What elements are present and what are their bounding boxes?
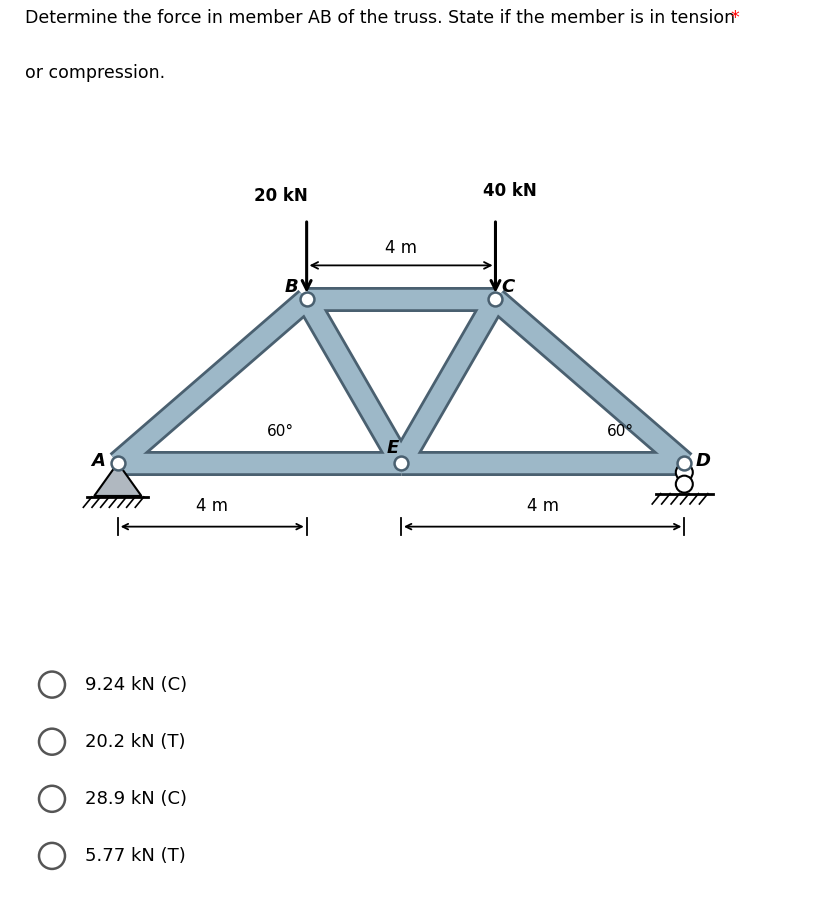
Text: B: B [284,278,298,296]
Text: 9.24 kN (C): 9.24 kN (C) [85,676,187,693]
Text: 40 kN: 40 kN [483,182,536,200]
Text: Determine the force in member AB of the truss. State if the member is in tension: Determine the force in member AB of the … [25,9,735,27]
Text: 4 m: 4 m [385,239,417,257]
Text: 60°: 60° [607,424,634,439]
Circle shape [676,476,693,492]
Text: 28.9 kN (C): 28.9 kN (C) [85,790,187,808]
Text: *: * [731,9,740,27]
Text: E: E [387,439,399,457]
Polygon shape [94,463,141,496]
Text: 5.77 kN (T): 5.77 kN (T) [85,847,186,865]
Text: 4 m: 4 m [527,497,558,515]
Text: or compression.: or compression. [25,63,165,81]
Text: 60°: 60° [267,424,294,439]
Text: C: C [501,278,515,296]
Text: 4 m: 4 m [196,497,228,515]
Text: 20 kN: 20 kN [254,187,308,205]
Circle shape [676,464,693,481]
Text: D: D [696,452,711,470]
Text: 20.2 kN (T): 20.2 kN (T) [85,733,186,751]
Text: A: A [90,452,104,470]
